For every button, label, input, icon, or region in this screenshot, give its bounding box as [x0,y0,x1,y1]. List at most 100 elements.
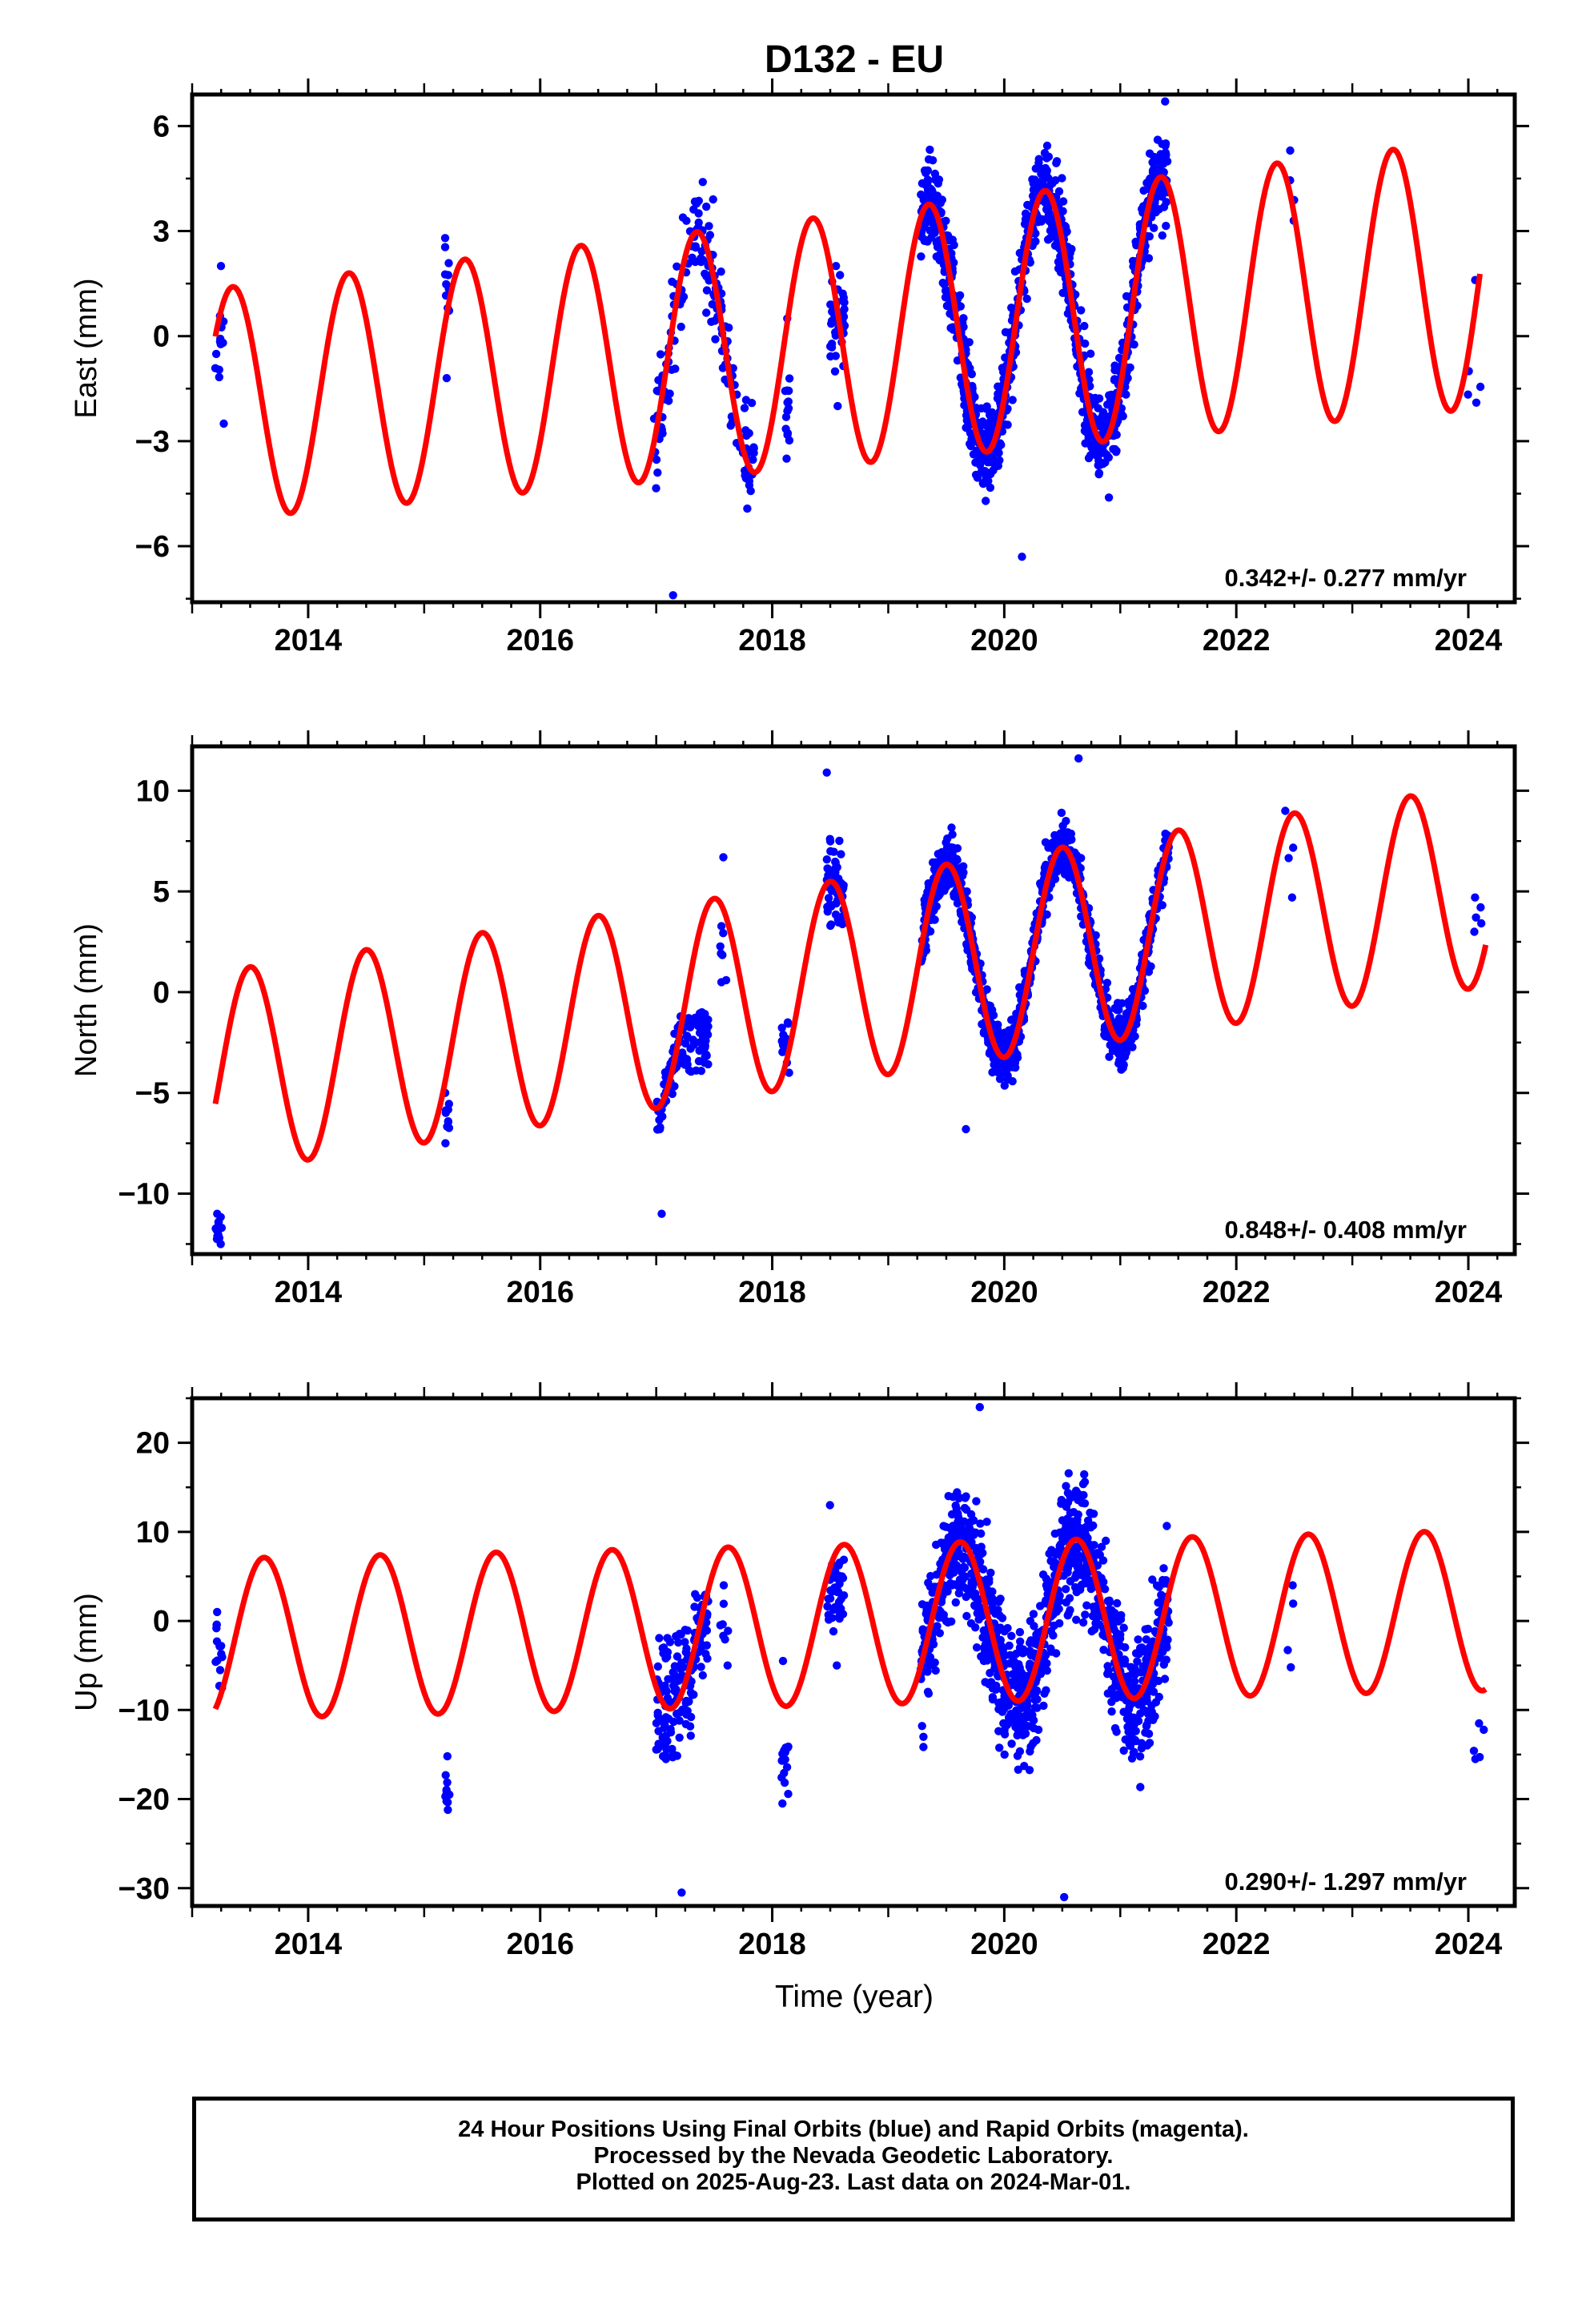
data-point [1058,288,1067,297]
data-point [1026,1617,1035,1626]
data-point [1051,1550,1061,1559]
panel-1: 2014 2016 2018 2020 2022 2024 −6 −3 0 3 6 East (mm)… [70,78,1529,657]
data-point [1058,174,1066,183]
data-point [970,449,979,458]
data-point [1058,1534,1067,1543]
data-point [717,978,726,987]
data-point [682,1644,691,1653]
data-point [682,1031,692,1040]
data-point [1080,321,1089,331]
data-point [740,404,749,412]
data-point [1010,1656,1018,1666]
x-tick-label: 2014 [275,1928,343,1961]
data-point [698,178,707,187]
data-point [778,1040,788,1050]
data-point [1025,1766,1034,1775]
data-point [718,1620,727,1629]
data-point [716,942,725,951]
data-point [1154,190,1163,199]
data-point [1058,822,1067,830]
data-point [1110,1003,1119,1013]
data-point [1051,176,1060,185]
data-point [675,1733,684,1742]
data-point [1078,408,1087,416]
data-point [972,1497,981,1506]
data-point [219,419,228,428]
data-point [1100,1585,1110,1594]
data-point [982,404,991,413]
data-point [1073,1518,1082,1526]
data-point [677,1664,685,1674]
data-point [1033,1703,1042,1712]
data-point [1145,149,1154,158]
data-point [1080,1470,1089,1479]
data-point [710,316,720,325]
data-point [1016,1637,1025,1646]
data-point [947,843,956,852]
x-tick-label: 2020 [970,1276,1038,1309]
data-point [1158,231,1167,240]
x-tick-label: 2022 [1203,1928,1271,1961]
x-tick-label: 2018 [738,1276,806,1309]
data-point [663,1694,673,1703]
data-point [1128,1043,1137,1051]
data-point [924,213,933,223]
data-point [1080,1499,1090,1508]
data-point [215,1666,225,1675]
data-point [215,1217,223,1226]
data-point [1286,146,1295,155]
data-point [825,902,835,911]
data-point [1094,404,1102,412]
x-tick-label: 2022 [1203,624,1271,657]
data-point [962,939,971,949]
data-point [653,1708,662,1717]
data-point [683,1707,692,1715]
data-point [445,1790,454,1799]
data-point [443,1778,452,1787]
y-tick-label: 6 [153,110,170,143]
plot-frame [190,744,1517,1256]
data-point [1146,174,1154,183]
data-point [930,175,940,184]
data-point [937,1598,946,1606]
data-point [1289,1599,1298,1608]
data-point [832,262,841,271]
data-point [957,1522,966,1530]
data-point [1007,1015,1016,1024]
panel-3: 2014 2016 2018 2020 2022 2024 −30 −20 −10 0 10 20 Up… [70,1382,1529,1961]
data-point [741,474,750,483]
data-point [932,902,942,911]
data-point [784,1789,793,1799]
data-point [1091,1618,1100,1628]
data-point [1000,1750,1009,1759]
data-point [1007,1739,1016,1748]
data-point [961,1494,970,1502]
data-point [994,448,1003,457]
data-point [1094,441,1102,451]
data-point [702,1050,711,1059]
data-point [998,1614,1007,1622]
data-point [981,1678,990,1687]
data-point [1471,1755,1480,1763]
data-point [1126,1699,1136,1708]
data-point [954,1548,963,1558]
data-point [778,1656,788,1666]
footer-line-1: 24 Hour Positions Using Final Orbits (bl… [458,2117,1249,2142]
data-point [825,1501,834,1510]
data-point [967,369,976,378]
data-point [828,308,837,316]
data-point [1289,843,1298,852]
data-point [1074,1510,1083,1519]
data-point [1046,215,1055,223]
data-point [700,1015,709,1025]
data-point [939,1522,948,1530]
data-point [1090,1606,1099,1616]
data-point [697,1007,706,1017]
data-point [698,1040,708,1050]
data-point [1021,1711,1030,1721]
data-point [1159,150,1168,159]
data-point [211,364,220,372]
data-point [1050,1529,1060,1538]
data-point [685,1722,695,1731]
data-point [1050,875,1060,883]
